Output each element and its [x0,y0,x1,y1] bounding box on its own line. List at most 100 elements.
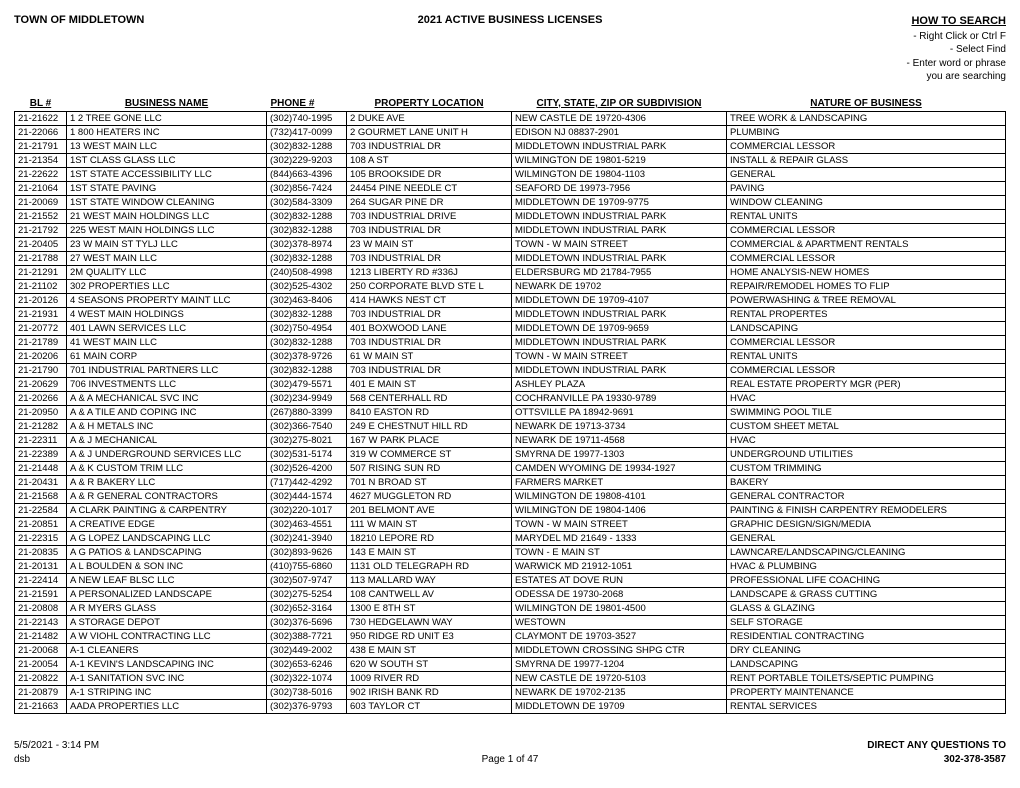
table-cell: 21-21482 [15,630,67,644]
column-header: PROPERTY LOCATION [347,96,512,112]
table-cell: 703 INDUSTRIAL DR [347,252,512,266]
table-row: 21-20822A-1 SANITATION SVC INC(302)322-1… [15,672,1006,686]
table-cell: (410)755-6860 [267,560,347,574]
table-cell: A CREATIVE EDGE [67,518,267,532]
table-row: 21-213541ST CLASS GLASS LLC(302)229-9203… [15,154,1006,168]
table-cell: 21-20879 [15,686,67,700]
table-cell: (302)832-1288 [267,140,347,154]
table-cell: (302)229-9203 [267,154,347,168]
table-cell: MIDDLETOWN INDUSTRIAL PARK [512,336,727,350]
table-cell: SELF STORAGE [727,616,1006,630]
table-cell: 603 TAYLOR CT [347,700,512,714]
table-cell: 950 RIDGE RD UNIT E3 [347,630,512,644]
table-cell: A R MYERS GLASS [67,602,267,616]
table-cell: 1ST CLASS GLASS LLC [67,154,267,168]
table-cell: 21-20629 [15,378,67,392]
table-cell: A G PATIOS & LANDSCAPING [67,546,267,560]
table-cell: 61 MAIN CORP [67,350,267,364]
table-cell: SMYRNA DE 19977-1303 [512,448,727,462]
table-cell: COMMERCIAL LESSOR [727,364,1006,378]
table-cell: 401 E MAIN ST [347,378,512,392]
table-cell: 21-21622 [15,112,67,126]
table-cell: 21-21591 [15,588,67,602]
table-cell: 21-20431 [15,476,67,490]
table-cell: 21-21291 [15,266,67,280]
table-cell: (302)378-9726 [267,350,347,364]
table-cell: INSTALL & REPAIR GLASS [727,154,1006,168]
table-cell: SEAFORD DE 19973-7956 [512,182,727,196]
table-cell: HOME ANALYSIS-NEW HOMES [727,266,1006,280]
table-row: 21-21482A W VIOHL CONTRACTING LLC(302)38… [15,630,1006,644]
table-row: 21-22389A & J UNDERGROUND SERVICES LLC(3… [15,448,1006,462]
table-cell: 1ST STATE PAVING [67,182,267,196]
table-row: 21-22414A NEW LEAF BLSC LLC(302)507-9747… [15,574,1006,588]
table-cell: HVAC [727,434,1006,448]
table-cell: (302)241-3940 [267,532,347,546]
table-cell: 201 BELMONT AVE [347,504,512,518]
table-cell: A CLARK PAINTING & CARPENTRY [67,504,267,518]
table-cell: A G LOPEZ LANDSCAPING LLC [67,532,267,546]
table-cell: WILMINGTON DE 19801-4500 [512,602,727,616]
report-title: 2021 ACTIVE BUSINESS LICENSES [418,14,603,26]
table-row: 21-20835A G PATIOS & LANDSCAPING(302)893… [15,546,1006,560]
table-cell: LANDSCAPE & GRASS CUTTING [727,588,1006,602]
table-row: 21-22311A & J MECHANICAL(302)275-8021167… [15,434,1006,448]
table-cell: (302)388-7721 [267,630,347,644]
table-cell: TREE WORK & LANDSCAPING [727,112,1006,126]
table-cell: A PERSONALIZED LANDSCAPE [67,588,267,602]
table-cell: A & R GENERAL CONTRACTORS [67,490,267,504]
table-cell: (302)220-1017 [267,504,347,518]
table-row: 21-212912M QUALITY LLC(240)508-49981213 … [15,266,1006,280]
table-cell: A & R BAKERY LLC [67,476,267,490]
table-cell: LAWNCARE/LANDSCAPING/CLEANING [727,546,1006,560]
table-cell: 21-21792 [15,224,67,238]
table-cell: 21-21791 [15,140,67,154]
table-row: 21-20629706 INVESTMENTS LLC(302)479-5571… [15,378,1006,392]
table-cell: 21-21448 [15,462,67,476]
footer-page: Page 1 of 47 [482,754,539,765]
table-cell: 21-20131 [15,560,67,574]
table-cell: 225 WEST MAIN HOLDINGS LLC [67,224,267,238]
table-cell: 302 PROPERTIES LLC [67,280,267,294]
table-cell: MIDDLETOWN CROSSING SHPG CTR [512,644,727,658]
table-cell: A & J UNDERGROUND SERVICES LLC [67,448,267,462]
table-cell: PROFESSIONAL LIFE COACHING [727,574,1006,588]
table-cell: UNDERGROUND UTILITIES [727,448,1006,462]
table-cell: 8410 EASTON RD [347,406,512,420]
table-row: 21-21102302 PROPERTIES LLC(302)525-43022… [15,280,1006,294]
table-cell: CLAYMONT DE 19703-3527 [512,630,727,644]
table-cell: (302)832-1288 [267,336,347,350]
table-row: 21-20879A-1 STRIPING INC(302)738-5016902… [15,686,1006,700]
column-header: PHONE # [267,96,347,112]
table-cell: 24454 PINE NEEDLE CT [347,182,512,196]
table-cell: 21-22414 [15,574,67,588]
table-cell: (302)856-7424 [267,182,347,196]
table-cell: (302)444-1574 [267,490,347,504]
table-row: 21-216221 2 TREE GONE LLC(302)740-19952 … [15,112,1006,126]
search-line: you are searching [927,71,1007,82]
table-cell: A & A MECHANICAL SVC INC [67,392,267,406]
table-cell: A & H METALS INC [67,420,267,434]
table-cell: RENTAL UNITS [727,350,1006,364]
table-cell: A W VIOHL CONTRACTING LLC [67,630,267,644]
table-cell: 21-20069 [15,196,67,210]
table-row: 21-20808A R MYERS GLASS(302)652-31641300… [15,602,1006,616]
table-cell: GENERAL [727,168,1006,182]
table-cell: A & K CUSTOM TRIM LLC [67,462,267,476]
table-cell: 1ST STATE WINDOW CLEANING [67,196,267,210]
table-cell: ESTATES AT DOVE RUN [512,574,727,588]
table-row: 21-20950A & A TILE AND COPING INC(267)88… [15,406,1006,420]
table-cell: (302)832-1288 [267,224,347,238]
table-cell: MIDDLETOWN INDUSTRIAL PARK [512,140,727,154]
table-cell: 21-21552 [15,210,67,224]
table-cell: (302)750-4954 [267,322,347,336]
table-cell: 703 INDUSTRIAL DR [347,140,512,154]
search-line: - Enter word or phrase [907,58,1007,69]
table-cell: COMMERCIAL LESSOR [727,252,1006,266]
table-cell: (302)507-9747 [267,574,347,588]
table-cell: 1ST STATE ACCESSIBILITY LLC [67,168,267,182]
table-cell: 23 W MAIN ST TYLJ LLC [67,238,267,252]
table-cell: 21-21788 [15,252,67,266]
table-cell: GENERAL [727,532,1006,546]
table-cell: NEW CASTLE DE 19720-4306 [512,112,727,126]
